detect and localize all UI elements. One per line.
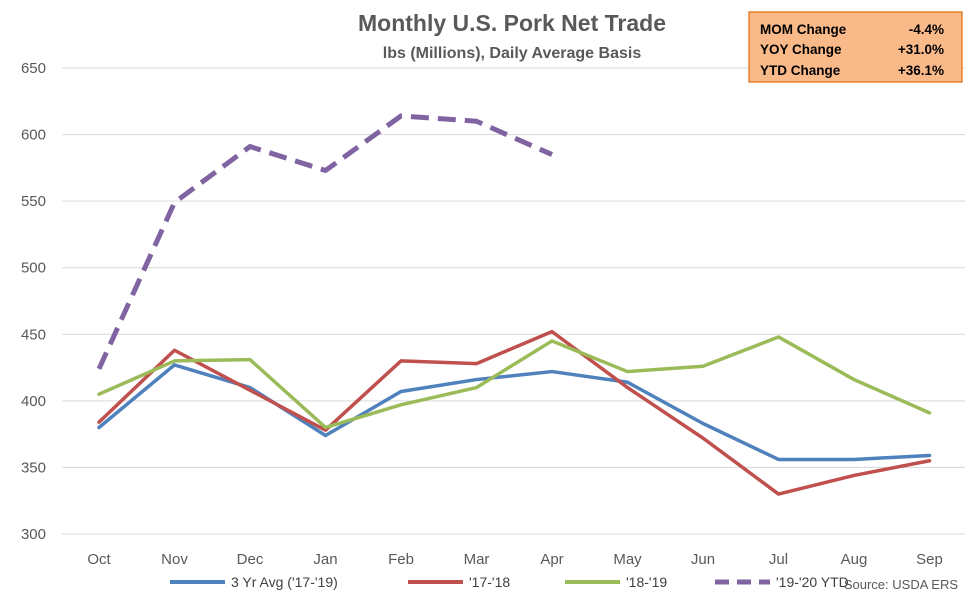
- x-tick-label: Oct: [87, 551, 111, 568]
- x-axis-ticks: Oct Nov Dec Jan Feb Mar Apr May Jun Jul Aug Sep: [87, 551, 943, 568]
- x-tick-label: Apr: [540, 551, 563, 568]
- y-tick-label: 650: [21, 60, 46, 77]
- chart-subtitle: lbs (Millions), Daily Average Basis: [383, 45, 642, 62]
- x-tick-label: Sep: [916, 551, 943, 568]
- yoy-value: +31.0%: [898, 42, 944, 57]
- x-tick-label: Feb: [388, 551, 414, 568]
- y-tick-label: 600: [21, 127, 46, 144]
- y-tick-label: 350: [21, 459, 46, 476]
- x-tick-label: Jun: [691, 551, 715, 568]
- mom-value: -4.4%: [909, 22, 944, 37]
- series-line-1: [97, 329, 932, 496]
- source-note: Source: USDA ERS: [844, 577, 958, 592]
- chart-title: Monthly U.S. Pork Net Trade: [358, 10, 666, 36]
- gridlines: [62, 67, 965, 535]
- x-tick-label: Nov: [161, 551, 188, 568]
- ytd-label: YTD Change: [760, 63, 841, 78]
- y-axis-ticks: 300 350 400 450 500 550 600 650: [21, 60, 46, 543]
- x-tick-label: Dec: [237, 551, 264, 568]
- legend-label-1: '17-'18: [469, 574, 510, 590]
- legend-label-0: 3 Yr Avg ('17-'19): [231, 574, 338, 590]
- series-line-0: [97, 363, 932, 462]
- x-tick-label: Jul: [769, 551, 788, 568]
- y-tick-label: 400: [21, 393, 46, 410]
- x-tick-label: May: [613, 551, 642, 568]
- y-tick-label: 450: [21, 326, 46, 343]
- mom-label: MOM Change: [760, 22, 847, 37]
- yoy-label: YOY Change: [760, 42, 842, 57]
- ytd-value: +36.1%: [898, 63, 944, 78]
- legend-label-2: '18-'19: [626, 574, 667, 590]
- stats-box-background: [748, 11, 963, 83]
- legend: 3 Yr Avg ('17-'19) '17-'18 '18-'19 '19-'20 …: [170, 574, 849, 590]
- y-tick-label: 500: [21, 260, 46, 277]
- y-tick-label: 300: [21, 526, 46, 543]
- series-line-2: [97, 335, 932, 430]
- legend-label-3: '19-'20 YTD: [776, 574, 849, 590]
- change-stats-box: MOM Change -4.4% YOY Change +31.0% YTD C…: [748, 11, 963, 83]
- x-tick-label: Mar: [464, 551, 490, 568]
- y-tick-label: 550: [21, 193, 46, 210]
- series-line-3: [96, 113, 554, 370]
- x-tick-label: Aug: [841, 551, 868, 568]
- series-lines: [96, 113, 932, 496]
- x-tick-label: Jan: [313, 551, 337, 568]
